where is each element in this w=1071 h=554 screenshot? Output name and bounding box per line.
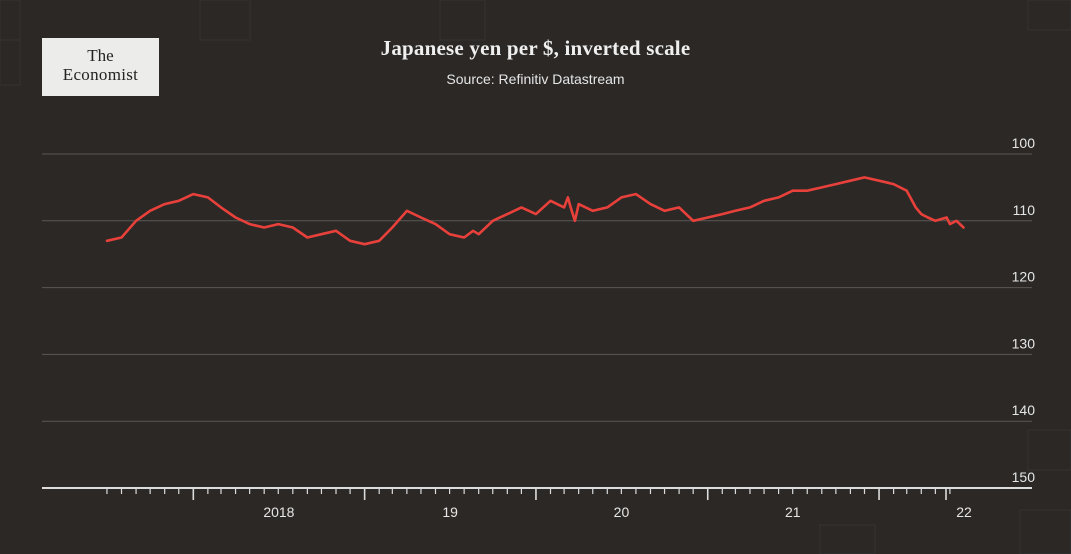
y-tick-label: 150 bbox=[1012, 469, 1036, 485]
series-line bbox=[105, 176, 965, 246]
x-tick-label: 19 bbox=[442, 504, 458, 520]
x-tick-label: 20 bbox=[614, 504, 630, 520]
logo-line-2: Economist bbox=[62, 65, 139, 84]
y-tick-label: 110 bbox=[1013, 202, 1036, 218]
chart-subtitle: Source: Refinitiv Datastream bbox=[446, 71, 625, 87]
x-tick-label: 22 bbox=[956, 504, 972, 520]
chart-title: Japanese yen per $, inverted scale bbox=[380, 36, 691, 60]
economist-logo: The Economist bbox=[42, 38, 159, 96]
y-tick-label: 140 bbox=[1012, 402, 1036, 418]
y-tick-label: 130 bbox=[1012, 335, 1036, 351]
x-tick-label: 21 bbox=[785, 504, 801, 520]
x-tick-label: 2018 bbox=[263, 504, 294, 520]
y-tick-label: 100 bbox=[1012, 135, 1036, 151]
logo-line-1: The bbox=[87, 46, 114, 65]
y-tick-label: 120 bbox=[1012, 269, 1036, 285]
